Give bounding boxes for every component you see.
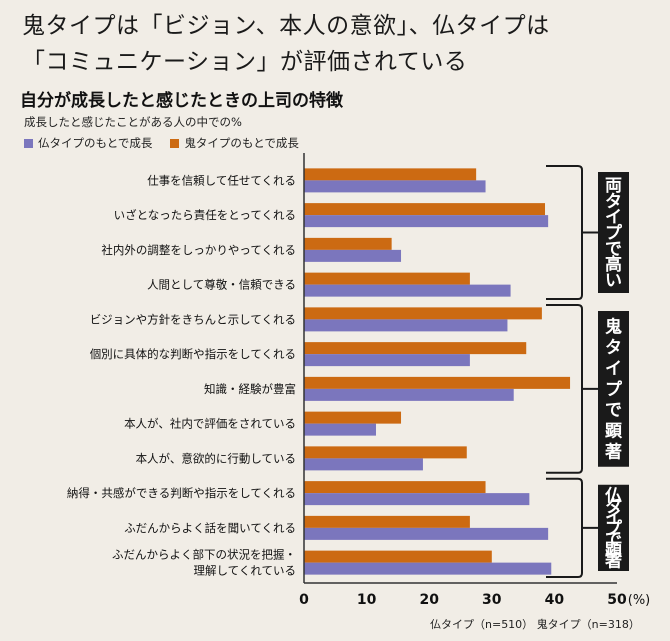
category-label-1: いざとなったら責任をとってくれる [114, 208, 296, 222]
category-label-9: 納得・共感ができる判断や指示をしてくれる [67, 486, 296, 500]
bar-hotoke-11 [304, 562, 552, 575]
unit-note: 成長したと感じたことがある人の中での% [24, 115, 242, 129]
bar-hotoke-5 [304, 354, 470, 367]
category-label-6: 知識・経験が豊富 [204, 382, 296, 396]
category-label-4: ビジョンや方針をきちんと示してくれる [90, 312, 296, 326]
bar-hotoke-9 [304, 493, 530, 506]
legend: 仏タイプのもとで成長 鬼タイプのもとで成長 [24, 135, 299, 151]
bar-hotoke-2 [304, 249, 402, 262]
headline-line-2: 「コミュニケーション」が評価されている [22, 49, 468, 75]
bar-hotoke-0 [304, 180, 486, 193]
bar-hotoke-1 [304, 215, 549, 228]
group-box-0 [598, 172, 629, 293]
bar-hotoke-6 [304, 388, 514, 401]
bar-oni-6 [304, 376, 571, 389]
bar-hotoke-3 [304, 284, 511, 297]
category-label-5: 個別に具体的な判断や指示をしてくれる [90, 347, 296, 361]
bar-oni-1 [304, 203, 546, 216]
bar-oni-2 [304, 237, 392, 250]
category-label-10: ふだんからよく話を聞いてくれる [124, 521, 296, 535]
group-box-1 [598, 311, 629, 467]
group-box-2 [598, 484, 629, 571]
sample-size-oni: 鬼タイプ（n=318） [536, 618, 640, 631]
bar-oni-11 [304, 550, 492, 563]
group-bracket-2 [546, 477, 583, 578]
legend-swatch-oni [170, 138, 180, 148]
headline-line-1: 鬼タイプは「ビジョン、本人の意欲」、仏タイプは [22, 13, 550, 39]
bar-oni-9 [304, 481, 486, 494]
bar-oni-0 [304, 168, 477, 181]
category-label-8: 本人が、意欲的に行動している [136, 451, 296, 465]
legend-label-hotoke: 仏タイプのもとで成長 [38, 136, 153, 150]
category-label-0: 仕事を信頼して任せてくれる [147, 173, 296, 187]
bar-hotoke-7 [304, 423, 376, 436]
legend-item-hotoke: 仏タイプのもとで成長 [24, 135, 152, 151]
sample-size-hotoke: 仏タイプ（n=510） [430, 618, 534, 631]
bar-oni-5 [304, 342, 527, 355]
sample-size-note: 仏タイプ（n=510） 鬼タイプ（n=318） [430, 616, 640, 632]
category-label-7: 本人が、社内で評価をされている [124, 417, 296, 431]
x-tick-label-40: 40 [545, 592, 565, 608]
group-label-2: 仏タイプで顕著 [605, 486, 623, 571]
x-tick-label-30: 30 [482, 592, 502, 608]
legend-swatch-hotoke [24, 138, 33, 148]
bar-hotoke-4 [304, 319, 508, 332]
x-tick-label-10: 10 [357, 592, 377, 608]
group-bracket-0 [546, 165, 583, 300]
bar-oni-4 [304, 307, 542, 320]
bar-hotoke-10 [304, 527, 549, 540]
bar-oni-7 [304, 411, 402, 424]
x-axis-unit: (%) [628, 593, 651, 608]
group-label-1: 鬼タイプで顕著 [605, 316, 623, 462]
bar-oni-8 [304, 446, 467, 459]
chart-subtitle: 自分が成長したと感じたときの上司の特徴 [20, 91, 343, 111]
headline: 鬼タイプは「ビジョン、本人の意欲」、仏タイプは 「コミュニケーション」が評価され… [22, 8, 662, 80]
legend-label-oni: 鬼タイプのもとで成長 [184, 136, 299, 150]
bar-oni-3 [304, 272, 470, 285]
category-label-11: ふだんからよく部下の状況を把握・理解してくれている [112, 548, 296, 578]
category-label-3: 人間として尊敬・信頼できる [147, 278, 296, 292]
category-label-2: 社内外の調整をしっかりやってくれる [101, 243, 296, 257]
x-tick-label-0: 0 [299, 592, 309, 608]
legend-item-oni: 鬼タイプのもとで成長 [170, 135, 299, 151]
bar-hotoke-8 [304, 458, 423, 471]
group-label-0: 両タイプで高い [605, 176, 623, 291]
x-tick-label-50: 50 [607, 592, 627, 608]
bar-oni-10 [304, 515, 470, 528]
x-tick-label-20: 20 [419, 592, 439, 608]
